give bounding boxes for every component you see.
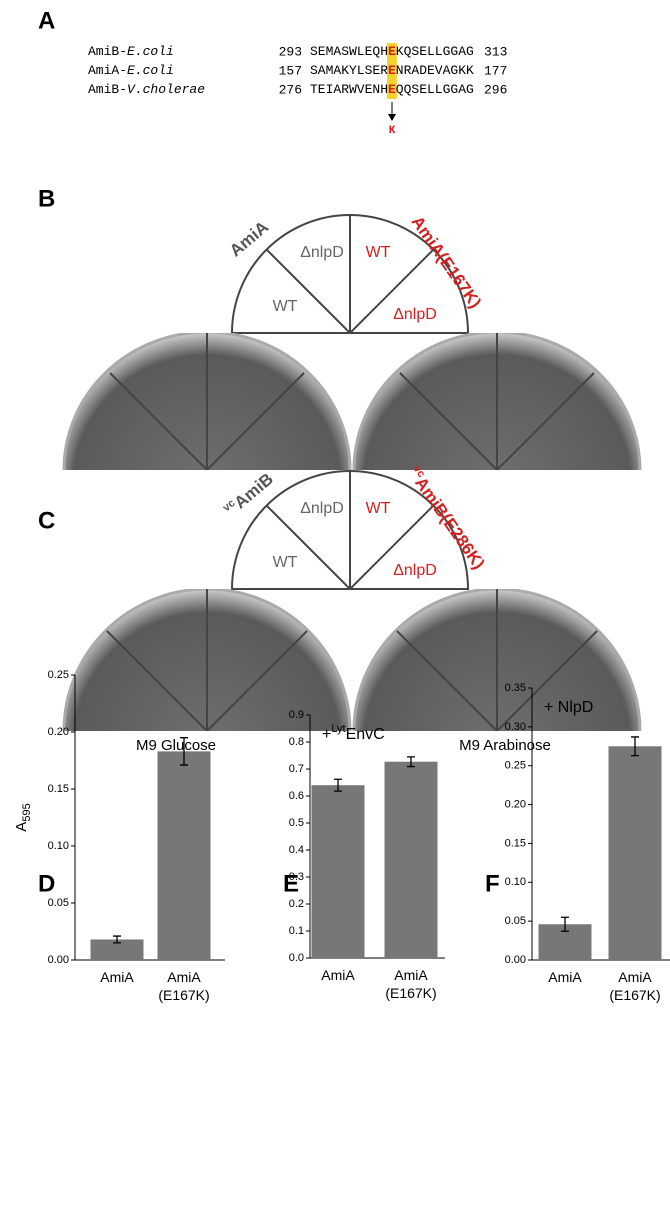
mutated-residue: E [388,63,396,78]
start-position: 276 [279,82,302,97]
arrow-head [388,114,396,121]
protein: AmiA- [88,63,127,78]
y-tick-label: 0.20 [505,798,526,810]
y-tick-label: 0.15 [505,837,526,849]
y-tick-label: 0.25 [48,669,69,681]
y-tick-label: 0.00 [48,954,69,966]
strain-label: ΔnlpD [300,244,344,261]
y-tick-label: 0.20 [48,726,69,738]
panel-label: D [38,870,55,897]
panel-label: A [38,7,55,34]
y-tick-label: 0.9 [289,709,304,721]
sequence: SAMAKYLSERENRADEVAGKK [310,63,474,78]
residues: QQSELLGGAG [396,82,474,97]
bar [158,751,211,960]
start-position: 157 [279,63,302,78]
x-tick-label-box: AmiA (E167K) [139,968,229,1012]
protein-name: AmiA-E.coli [88,63,174,78]
mutated-residue: E [388,82,396,97]
y-tick-label: 0.35 [505,682,526,694]
y-tick-label: 0.10 [48,840,69,852]
bar [385,762,438,958]
panel-label: F [485,870,500,897]
y-tick-label: 0.6 [289,790,304,802]
y-axis-label: A595 [13,803,33,831]
y-tick-label: 0.00 [505,954,526,966]
protein: AmiB- [88,82,127,97]
y-tick-label: 0.05 [48,897,69,909]
organism: V.cholerae [127,82,205,97]
start-position: 293 [279,44,302,59]
mutated-residue: E [388,44,396,59]
organism: E.coli [127,63,174,78]
x-tick-label-box: AmiA (E167K) [590,968,670,1012]
y-tick-label: 0.5 [289,817,304,829]
residues: TEIARWVENH [310,82,388,97]
residues: NRADEVAGKK [396,63,474,78]
sequence: TEIARWVENHEQQSELLGGAG [310,82,474,97]
strain-label: ΔnlpD [393,562,437,579]
annotation: + NlpD [544,699,593,716]
panel-label: C [38,507,55,534]
x-tick-label: AmiA (E167K) [366,966,456,1002]
y-tick-label: 0.25 [505,760,526,772]
annotation: +LytEnvC [322,723,385,743]
end-position: 296 [484,82,507,97]
organism: E.coli [127,44,174,59]
strain-label: WT [273,554,298,571]
residues: SEMASWLEQH [310,44,388,59]
y-tick-label: 0.2 [289,898,304,910]
protein-name: AmiB-V.cholerae [88,82,205,97]
y-tick-label: 0.3 [289,871,304,883]
residues: SAMAKYLSER [310,63,388,78]
y-tick-label: 0.30 [505,721,526,733]
x-tick-label-box: AmiA (E167K) [366,966,456,1010]
end-position: 177 [484,63,507,78]
annotation-superscript: Lyt [331,723,345,735]
y-tick-label: 0.8 [289,736,304,748]
y-tick-label: 0.7 [289,763,304,775]
y-tick-label: 0.4 [289,844,304,856]
sequence: SEMASWLEQHEKQSELLGGAG [310,44,474,59]
strain-label: ΔnlpD [300,500,344,517]
strain-label: WT [366,244,391,261]
x-tick-label: AmiA (E167K) [590,968,670,1004]
mutation: K [389,125,396,137]
panel-label: B [38,185,55,212]
annotation-text: + NlpD [544,699,593,716]
y-tick-label: 0.1 [289,925,304,937]
bar [609,746,662,960]
x-tick-label: AmiA (E167K) [139,968,229,1004]
protein: AmiB- [88,44,127,59]
protein-name: AmiB-E.coli [88,44,174,59]
strain-label: WT [366,500,391,517]
y-tick-label: 0.15 [48,783,69,795]
figure: A AmiB-E.coli293SEMASWLEQHEKQSELLGGAG313… [0,0,670,1230]
strain-label: WT [273,298,298,315]
bar [312,785,365,958]
y-tick-label: 0.05 [505,915,526,927]
end-position: 313 [484,44,507,59]
y-label-main: A [13,822,30,832]
strain-label: ΔnlpD [393,306,437,323]
residues: KQSELLGGAG [396,44,474,59]
medium-label: M9 Arabinose [459,737,551,754]
y-label-subscript: 595 [21,803,33,821]
annotation-text: EnvC [346,726,385,743]
y-tick-label: 0.0 [289,952,304,964]
annotation-prefix: + [322,726,331,743]
y-tick-label: 0.10 [505,876,526,888]
